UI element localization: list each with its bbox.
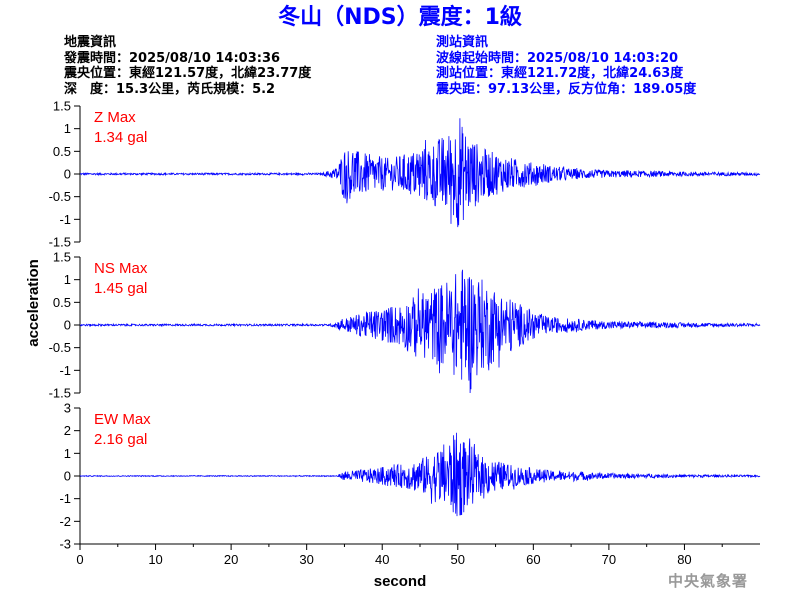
y-tick-label: -1 (59, 212, 71, 227)
y-tick-label: 1 (64, 121, 71, 136)
epicenter-location: 震央位置：東經121.57度，北緯23.77度 (64, 66, 312, 81)
depth-magnitude: 深 度：15.3公里，芮氏規模：5.2 (64, 81, 276, 97)
y-tick-label: -1 (59, 491, 71, 506)
max-value-ew: 2.16 gal (94, 431, 147, 448)
y-tick-label: -3 (59, 537, 71, 552)
waveform-z (80, 118, 761, 228)
y-tick-label: 0 (64, 469, 71, 484)
station-info-heading: 測站資訊 (436, 35, 489, 50)
y-tick-label: 0 (64, 318, 71, 333)
y-tick-label: 0.5 (53, 144, 71, 159)
max-label-ew: EW Max (94, 411, 151, 428)
y-tick-label: 1 (64, 272, 71, 287)
max-label-ns: NS Max (94, 260, 148, 277)
x-tick-label: 30 (299, 552, 313, 567)
agency-credit: 中央氣象署 (667, 572, 748, 590)
waveform-ew (79, 432, 761, 517)
x-axis-label: second (374, 573, 427, 590)
page-title: 冬山（NDS）震度：1級 (278, 5, 522, 30)
x-tick-label: 10 (148, 552, 162, 567)
max-label-z: Z Max (94, 109, 136, 126)
x-tick-label: 50 (451, 552, 465, 567)
y-tick-label: 1.5 (53, 99, 71, 114)
y-tick-label: 0.5 (53, 295, 71, 310)
x-tick-label: 70 (602, 552, 616, 567)
max-value-z: 1.34 gal (94, 129, 147, 146)
y-tick-label: -0.5 (49, 189, 71, 204)
x-tick-label: 80 (677, 552, 691, 567)
y-tick-label: 0 (64, 167, 71, 182)
earthquake-info-heading: 地震資訊 (64, 35, 117, 50)
x-tick-label: 60 (526, 552, 540, 567)
y-tick-label: -0.5 (49, 340, 71, 355)
distance-azimuth: 震央距：97.13公里，反方位角：189.05度 (436, 81, 697, 97)
waveform-ns (79, 269, 761, 394)
y-axis-label: acceleration (25, 259, 42, 347)
y-tick-label: 1 (64, 446, 71, 461)
x-tick-label: 0 (76, 552, 83, 567)
wave-onset-time: 波線起始時間：2025/08/10 14:03:20 (436, 50, 679, 66)
max-value-ns: 1.45 gal (94, 280, 147, 297)
station-info: 測站資訊 波線起始時間：2025/08/10 14:03:20 測站位置：東經1… (436, 35, 696, 97)
y-tick-label: 1.5 (53, 250, 71, 265)
y-tick-label: -1 (59, 363, 71, 378)
y-tick-label: -1.5 (49, 386, 71, 401)
y-tick-label: 3 (64, 401, 71, 416)
x-tick-label: 20 (224, 552, 238, 567)
station-location: 測站位置：東經121.72度，北緯24.63度 (436, 66, 684, 81)
y-tick-label: -1.5 (49, 235, 71, 250)
earthquake-info: 地震資訊 發震時間：2025/08/10 14:03:36 震央位置：東經121… (64, 35, 311, 97)
origin-time: 發震時間：2025/08/10 14:03:36 (64, 50, 281, 66)
y-tick-label: -2 (59, 514, 71, 529)
y-tick-label: 2 (64, 423, 71, 438)
x-tick-label: 40 (375, 552, 389, 567)
